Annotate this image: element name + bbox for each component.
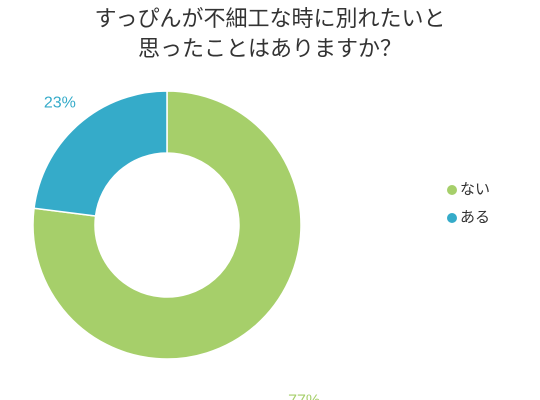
chart-title: 思ったことはありますか？ <box>138 36 402 61</box>
data-label: 23% <box>44 95 76 112</box>
data-label: 77% <box>288 393 320 400</box>
donut-slice <box>33 90 168 217</box>
chart-title: すっぴんが不細工な時に別れたいと <box>94 6 445 31</box>
legend-label: ない <box>460 181 490 198</box>
legend-marker <box>447 213 457 223</box>
legend-marker <box>447 185 457 195</box>
donut-slice <box>32 90 302 360</box>
legend-label: ある <box>460 209 490 226</box>
